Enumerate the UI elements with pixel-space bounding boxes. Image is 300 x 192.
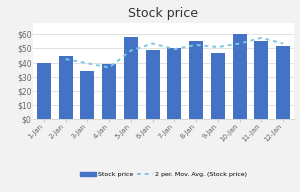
Bar	[124, 37, 138, 119]
Bar	[189, 41, 203, 119]
Bar	[80, 71, 94, 119]
Bar	[232, 34, 247, 119]
Bar	[167, 48, 182, 119]
Bar	[37, 63, 51, 119]
Bar	[254, 41, 268, 119]
Bar	[146, 50, 160, 119]
Bar	[102, 64, 116, 119]
Bar	[211, 53, 225, 119]
Title: Stock price: Stock price	[128, 7, 199, 21]
Bar	[276, 46, 290, 119]
Bar	[58, 55, 73, 119]
Legend: Stock price, 2 per. Mov. Avg. (Stock price): Stock price, 2 per. Mov. Avg. (Stock pri…	[80, 172, 247, 177]
